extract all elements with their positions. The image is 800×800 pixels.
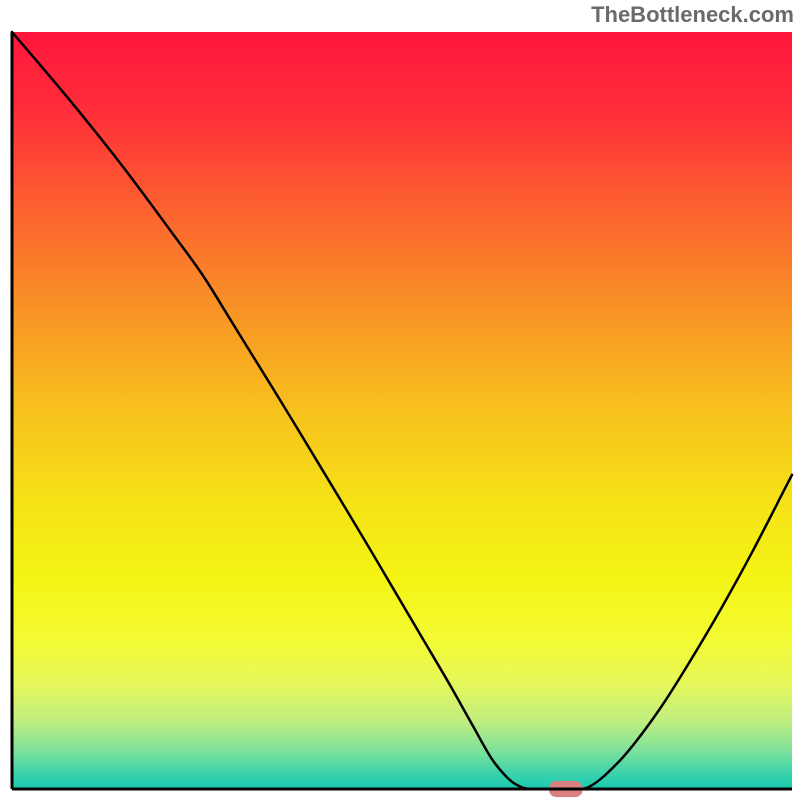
chart-background	[12, 32, 792, 789]
chart-svg	[0, 0, 800, 800]
bottleneck-chart: TheBottleneck.com	[0, 0, 800, 800]
watermark-text: TheBottleneck.com	[591, 2, 794, 28]
